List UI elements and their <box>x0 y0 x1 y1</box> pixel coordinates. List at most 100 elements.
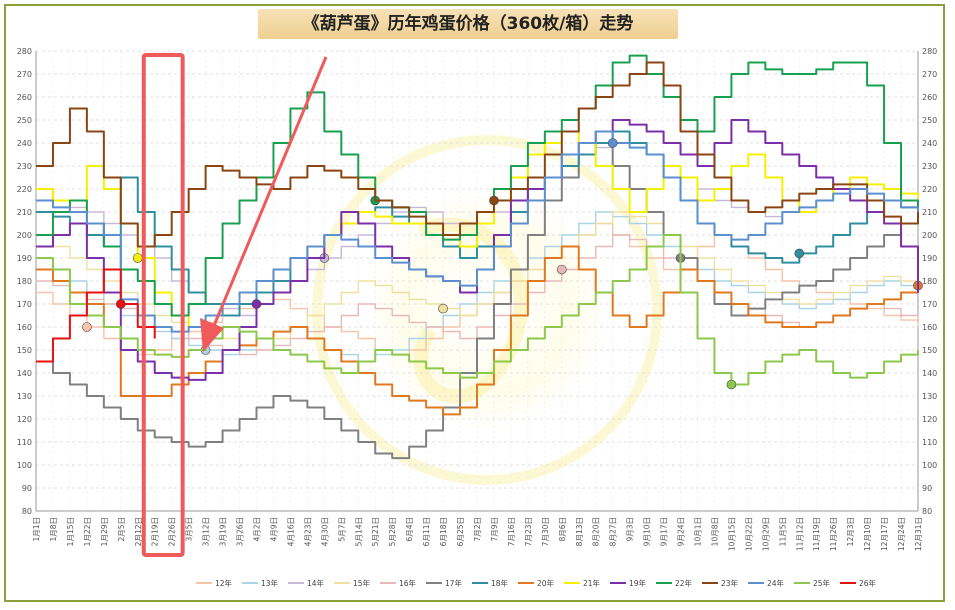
y-tick-label: 200 <box>17 231 32 240</box>
x-tick-label: 3月26日 <box>236 517 245 546</box>
series-line-20年 <box>36 245 919 416</box>
y-tick-label: 250 <box>17 116 32 125</box>
y-tick-label: 190 <box>17 254 32 263</box>
x-tick-label: 5月7日 <box>337 517 346 542</box>
y-tick-label: 240 <box>922 139 937 148</box>
series-line-25年 <box>36 234 919 386</box>
y-tick-label: 230 <box>17 162 32 171</box>
x-tick-label: 5月14日 <box>354 517 363 546</box>
y-tick-label: 180 <box>922 277 937 286</box>
x-tick-label: 3月5日 <box>185 517 194 542</box>
y-tick-label: 260 <box>922 93 937 102</box>
legend-label: 19年 <box>629 578 647 588</box>
y-tick-label: 150 <box>922 346 937 355</box>
y-tick-label: 280 <box>17 47 32 56</box>
series-marker-24年 <box>607 138 618 148</box>
x-tick-label: 2月12日 <box>134 517 143 546</box>
x-tick-label: 6月18日 <box>439 517 448 546</box>
highlight-box <box>141 53 185 557</box>
legend-label: 14年 <box>307 578 325 588</box>
y-tick-label: 230 <box>922 162 937 171</box>
x-tick-label: 4月16日 <box>286 517 295 546</box>
y-tick-label: 140 <box>922 369 937 378</box>
x-tick-label: 5月21日 <box>371 517 380 546</box>
x-tick-label: 12月31日 <box>914 517 923 551</box>
x-tick-label: 10月22日 <box>744 517 753 551</box>
y-tick-label: 150 <box>17 346 32 355</box>
x-tick-label: 6月4日 <box>405 517 414 542</box>
series-line-17年 <box>36 142 919 460</box>
x-tick-label: 2月5日 <box>117 517 126 542</box>
legend-label: 20年 <box>537 578 555 588</box>
series-line-23年 <box>36 61 919 248</box>
legend-label: 25年 <box>813 578 831 588</box>
x-tick-label: 4月30日 <box>320 517 329 546</box>
y-tick-label: 220 <box>922 185 937 194</box>
x-tick-label: 10月1日 <box>694 517 703 546</box>
x-tick-label: 1月22日 <box>83 517 92 546</box>
y-tick-label: 100 <box>17 461 32 470</box>
legend-label: 22年 <box>675 578 693 588</box>
y-tick-label: 260 <box>17 93 32 102</box>
series-line-22年 <box>36 54 919 317</box>
x-tick-label: 9月10日 <box>643 517 652 546</box>
y-tick-label: 90 <box>922 484 932 493</box>
x-tick-label: 7月23日 <box>524 517 533 546</box>
series-marker-12年 <box>82 322 92 332</box>
x-tick-label: 8月6日 <box>558 517 567 542</box>
series-marker-23年 <box>489 195 499 206</box>
x-tick-label: 10月29日 <box>761 517 770 551</box>
x-tick-label: 4月2日 <box>253 517 262 542</box>
series-marker-26年 <box>116 299 126 309</box>
y-tick-label: 270 <box>922 70 937 79</box>
x-tick-label: 11月5日 <box>778 517 787 546</box>
x-tick-label: 5月28日 <box>388 517 397 546</box>
y-tick-label: 170 <box>17 300 32 309</box>
y-tick-label: 160 <box>922 323 937 332</box>
legend-label: 18年 <box>491 578 509 588</box>
y-tick-label: 80 <box>922 507 932 516</box>
y-tick-label: 200 <box>922 231 937 240</box>
x-tick-label: 7月30日 <box>541 517 550 546</box>
series-marker-16年 <box>557 264 567 275</box>
x-tick-label: 12月3日 <box>846 517 855 546</box>
x-tick-label: 7月2日 <box>473 517 482 542</box>
y-tick-label: 80 <box>22 507 32 516</box>
x-tick-label: 11月12日 <box>795 517 804 551</box>
y-tick-label: 210 <box>17 208 32 217</box>
x-tick-label: 6月11日 <box>422 517 431 546</box>
x-tick-label: 7月16日 <box>507 517 516 546</box>
y-tick-label: 220 <box>17 185 32 194</box>
y-tick-label: 270 <box>17 70 32 79</box>
x-tick-label: 11月19日 <box>812 517 821 551</box>
x-tick-label: 8月20日 <box>592 517 601 546</box>
legend-label: 23年 <box>721 578 739 588</box>
series-line-24年 <box>36 130 919 333</box>
y-tick-label: 140 <box>17 369 32 378</box>
y-tick-label: 110 <box>17 438 32 447</box>
legend-label: 15年 <box>353 578 371 588</box>
x-tick-label: 2月19日 <box>151 517 160 546</box>
x-tick-label: 10月8日 <box>710 517 719 546</box>
y-tick-label: 160 <box>17 323 32 332</box>
y-tick-label: 120 <box>17 415 32 424</box>
x-tick-label: 10月15日 <box>727 517 736 551</box>
y-tick-label: 130 <box>17 392 32 401</box>
x-tick-label: 1月15日 <box>66 517 75 546</box>
x-tick-label: 9月24日 <box>677 517 686 546</box>
x-tick-label: 8月13日 <box>575 517 584 546</box>
x-tick-label: 1月1日 <box>32 517 41 542</box>
legend-label: 17年 <box>445 578 463 588</box>
x-tick-label: 12月17日 <box>880 517 889 551</box>
series-marker-25年 <box>726 379 737 390</box>
x-tick-label: 12月24日 <box>897 517 906 551</box>
y-tick-label: 90 <box>22 484 32 493</box>
y-tick-label: 170 <box>922 300 937 309</box>
y-tick-label: 240 <box>17 139 32 148</box>
x-tick-label: 2月26日 <box>168 517 177 546</box>
y-tick-label: 250 <box>922 116 937 125</box>
x-tick-label: 11月26日 <box>829 517 838 551</box>
series-line-16年 <box>36 234 919 356</box>
y-tick-label: 210 <box>922 208 937 217</box>
